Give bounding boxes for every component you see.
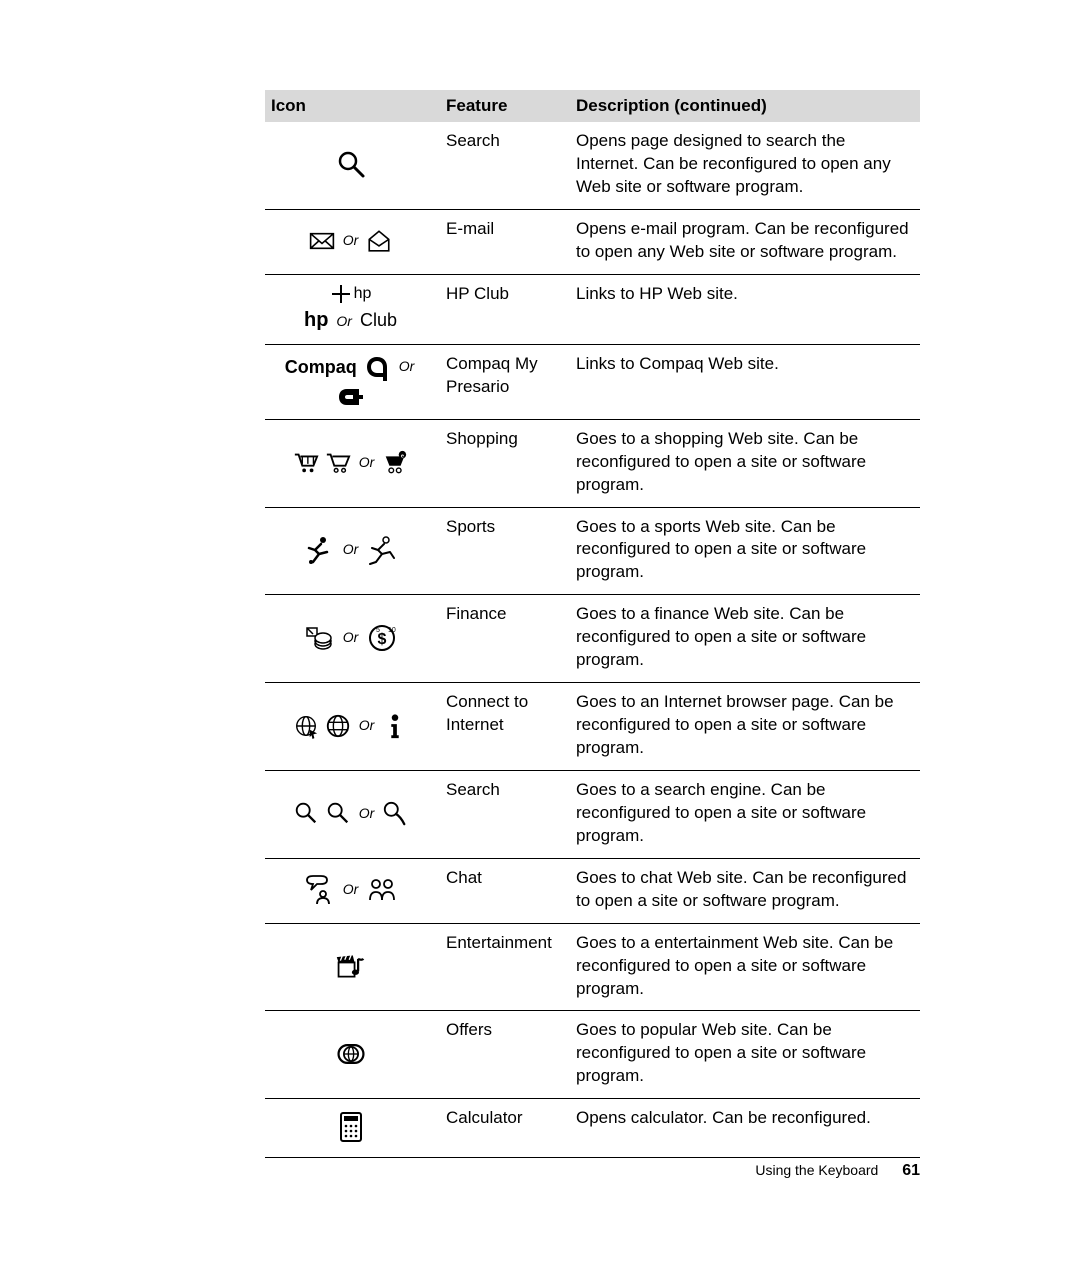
runner-outline-icon	[366, 534, 398, 566]
table-row: Or e Shopping Goes to a shopping Web sit…	[265, 419, 920, 507]
two-people-icon	[366, 874, 398, 906]
offers-globe-icon	[335, 1038, 367, 1070]
feature-cell: Connect to Internet	[440, 683, 570, 771]
compaq-c-icon	[335, 385, 367, 409]
or-label: Or	[357, 804, 377, 823]
or-label: Or	[341, 628, 361, 647]
footer-page-number: 61	[902, 1162, 920, 1179]
page-footer: Using the Keyboard 61	[755, 1162, 920, 1180]
cart-e-icon: e	[382, 449, 408, 475]
svg-text:e: e	[401, 453, 404, 459]
desc-cell: Goes to popular Web site. Can be reconfi…	[570, 1011, 920, 1099]
feature-cell: HP Club	[440, 274, 570, 344]
desc-cell: Links to HP Web site.	[570, 274, 920, 344]
feature-cell: Compaq My Presario	[440, 344, 570, 419]
col-header-icon: Icon	[265, 90, 440, 122]
club-label: Club	[360, 308, 397, 332]
table-row: Or $510 Finance Goes to a finance Web si…	[265, 595, 920, 683]
table-row: Or Sports Goes to a sports Web site. Can…	[265, 507, 920, 595]
table-row: Or Chat Goes to chat Web site. Can be re…	[265, 858, 920, 923]
desc-cell: Links to Compaq Web site.	[570, 344, 920, 419]
feature-cell: Sports	[440, 507, 570, 595]
feature-cell: Offers	[440, 1011, 570, 1099]
table-row: Or Connect to Internet Goes to an Intern…	[265, 683, 920, 771]
runner-icon	[303, 534, 335, 566]
svg-text:5: 5	[376, 627, 380, 634]
feature-cell: Shopping	[440, 419, 570, 507]
feature-cell: Chat	[440, 858, 570, 923]
magnifier-icon	[293, 800, 319, 826]
table-row: Or Search Goes to a search engine. Can b…	[265, 770, 920, 858]
magnifier-icon	[325, 800, 351, 826]
feature-cell: Search	[440, 122, 570, 209]
desc-cell: Goes to chat Web site. Can be reconfigur…	[570, 858, 920, 923]
or-label: Or	[341, 231, 361, 250]
chat-person-icon	[303, 874, 335, 906]
magnifier-icon	[335, 148, 367, 180]
or-label: Or	[357, 716, 377, 735]
feature-cell: Search	[440, 770, 570, 858]
desc-cell: Goes to a shopping Web site. Can be reco…	[570, 419, 920, 507]
or-label: Or	[397, 357, 417, 376]
feature-cell: Finance	[440, 595, 570, 683]
col-header-desc: Description (continued)	[570, 90, 920, 122]
hp-small-label: hp	[354, 283, 372, 305]
table-row: Calculator Opens calculator. Can be reco…	[265, 1099, 920, 1158]
globe-icon	[325, 713, 351, 739]
table-row: Or E-mail Opens e-mail program. Can be r…	[265, 209, 920, 274]
feature-cell: E-mail	[440, 209, 570, 274]
desc-cell: Goes to a search engine. Can be reconfig…	[570, 770, 920, 858]
compaq-q-icon	[363, 353, 391, 381]
table-row: Search Opens page designed to search the…	[265, 122, 920, 209]
table-header-row: Icon Feature Description (continued)	[265, 90, 920, 122]
info-i-icon	[382, 713, 408, 739]
finance-icon	[303, 622, 335, 654]
or-label: Or	[341, 540, 361, 559]
desc-cell: Opens e-mail program. Can be reconfigure…	[570, 209, 920, 274]
envelope-open-icon	[366, 228, 392, 254]
footer-section: Using the Keyboard	[755, 1162, 878, 1178]
compaq-label: Compaq	[285, 355, 357, 379]
calculator-icon	[335, 1111, 367, 1143]
feature-cell: Entertainment	[440, 923, 570, 1011]
envelope-icon	[309, 228, 335, 254]
desc-cell: Goes to a sports Web site. Can be reconf…	[570, 507, 920, 595]
table-row: hp hp Or Club HP Club Links to HP Web si…	[265, 274, 920, 344]
magnifier-fancy-icon	[382, 800, 408, 826]
table-row: Compaq Or Compaq My Presario Links to Co…	[265, 344, 920, 419]
hp-cross-icon	[330, 283, 352, 305]
desc-cell: Goes to a entertainment Web site. Can be…	[570, 923, 920, 1011]
desc-cell: Goes to an Internet browser page. Can be…	[570, 683, 920, 771]
or-label: Or	[357, 453, 377, 472]
col-header-feature: Feature	[440, 90, 570, 122]
table-row: Offers Goes to popular Web site. Can be …	[265, 1011, 920, 1099]
feature-table: Icon Feature Description (continued) Sea…	[265, 90, 920, 1158]
or-label: Or	[334, 312, 354, 331]
table-row: Entertainment Goes to a entertainment We…	[265, 923, 920, 1011]
or-label: Or	[341, 880, 361, 899]
cart-icon	[293, 449, 319, 475]
desc-cell: Goes to a finance Web site. Can be recon…	[570, 595, 920, 683]
hp-label: hp	[304, 307, 328, 334]
desc-cell: Opens page designed to search the Intern…	[570, 122, 920, 209]
desc-cell: Opens calculator. Can be reconfigured.	[570, 1099, 920, 1158]
svg-text:10: 10	[388, 627, 396, 634]
dollar-coin-icon: $510	[366, 622, 398, 654]
feature-cell: Calculator	[440, 1099, 570, 1158]
clapper-music-icon	[335, 950, 367, 982]
globe-cursor-icon	[293, 713, 319, 739]
cart-icon	[325, 449, 351, 475]
